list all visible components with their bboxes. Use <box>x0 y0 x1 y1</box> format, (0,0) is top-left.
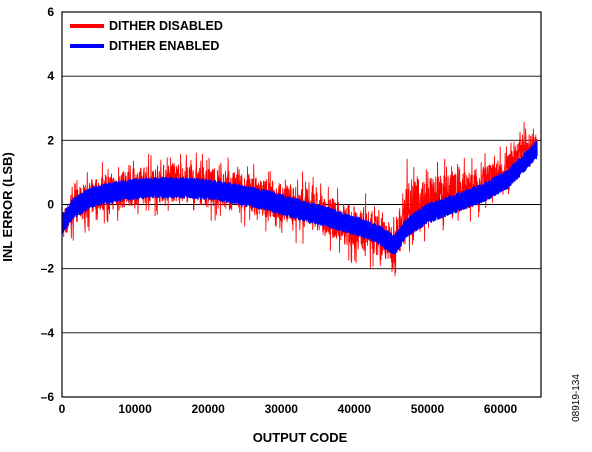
legend: DITHER DISABLED DITHER ENABLED <box>70 19 223 53</box>
figure-id: 08919-134 <box>571 374 582 422</box>
y-axis-title: INL ERROR (LSB) <box>0 152 15 262</box>
y-tick-label: 2 <box>47 133 54 147</box>
x-tick-label: 10000 <box>118 402 152 416</box>
x-tick-label: 50000 <box>411 402 445 416</box>
x-tick-label: 60000 <box>484 402 518 416</box>
x-axis-title: OUTPUT CODE <box>253 430 348 445</box>
y-tick-label: 4 <box>47 69 54 83</box>
x-tick-label: 0 <box>59 402 66 416</box>
x-tick-label: 20000 <box>191 402 225 416</box>
y-tick-label: –2 <box>41 262 55 276</box>
legend-label-dither-disabled: DITHER DISABLED <box>109 19 223 33</box>
plot-frame <box>61 11 542 398</box>
y-tick-label: 6 <box>47 5 54 19</box>
y-tick-label: –6 <box>41 390 55 404</box>
x-tick-label: 40000 <box>338 402 372 416</box>
y-tick-label: –4 <box>41 326 55 340</box>
tick-labels: –6 –4 –2 0 2 4 6 0 10000 20000 30000 40000 50000 6000… <box>41 5 518 416</box>
series-layer <box>61 121 538 277</box>
series-dither-disabled <box>61 121 538 277</box>
series-dither-enabled <box>61 140 538 255</box>
y-tick-label: 0 <box>47 198 54 212</box>
legend-label-dither-enabled: DITHER ENABLED <box>109 39 219 53</box>
x-tick-label: 30000 <box>265 402 299 416</box>
